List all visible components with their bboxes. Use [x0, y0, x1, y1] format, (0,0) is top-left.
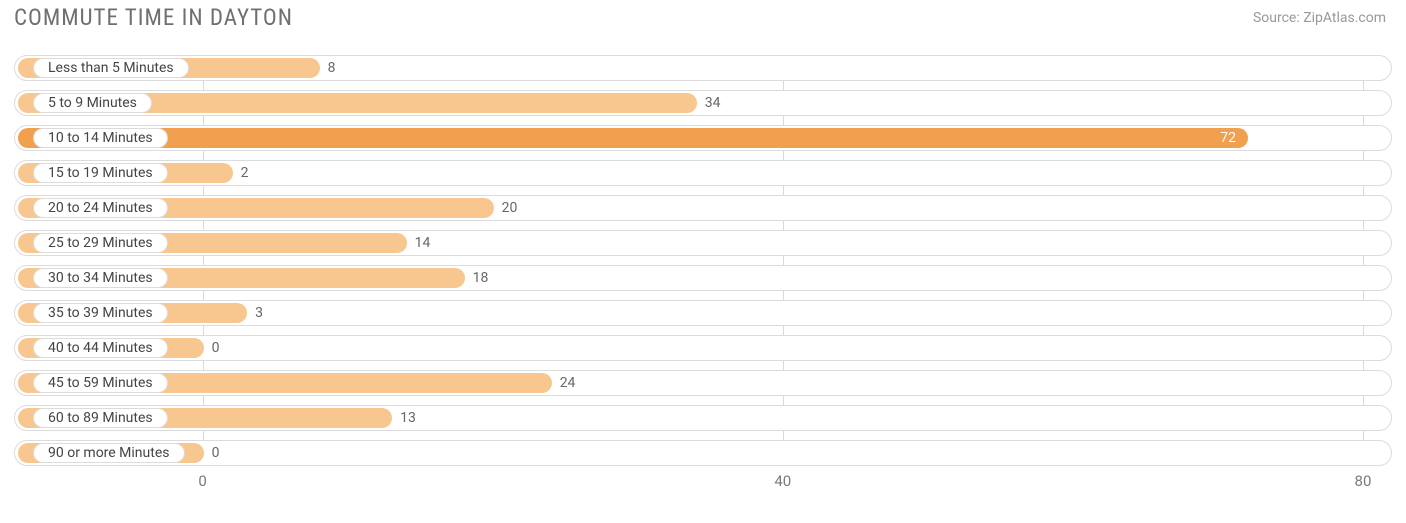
bar-row: 60 to 89 Minutes 13	[14, 405, 1392, 431]
x-axis: 0 40 80	[14, 472, 1392, 496]
value-label: 0	[204, 441, 220, 465]
value-label: 20	[494, 196, 518, 220]
bar-row: 45 to 59 Minutes 24	[14, 370, 1392, 396]
value-label: 2	[233, 161, 249, 185]
category-label: 90 or more Minutes	[48, 445, 170, 461]
chart-area: Less than 5 Minutes 8 5 to 9 Minutes 34 10 t…	[14, 55, 1392, 466]
category-pill: 15 to 19 Minutes	[33, 163, 168, 183]
value-label: 0	[204, 336, 220, 360]
bar-row: 20 to 24 Minutes 20	[14, 195, 1392, 221]
value-label: 18	[465, 266, 489, 290]
category-pill: 35 to 39 Minutes	[33, 303, 168, 323]
chart-title: COMMUTE TIME IN DAYTON	[14, 4, 293, 31]
category-pill: 10 to 14 Minutes	[33, 128, 168, 148]
value-label: 8	[320, 56, 336, 80]
bar-row: 40 to 44 Minutes 0	[14, 335, 1392, 361]
chart-rows: Less than 5 Minutes 8 5 to 9 Minutes 34 10 t…	[14, 55, 1392, 466]
category-label: 10 to 14 Minutes	[48, 130, 153, 146]
bar-row: Less than 5 Minutes 8	[14, 55, 1392, 81]
bar-row: 90 or more Minutes 0	[14, 440, 1392, 466]
value-label: 3	[247, 301, 263, 325]
category-pill: 60 to 89 Minutes	[33, 408, 168, 428]
category-label: 25 to 29 Minutes	[48, 235, 153, 251]
chart-header: COMMUTE TIME IN DAYTON Source: ZipAtlas.…	[0, 0, 1406, 31]
axis-tick: 40	[774, 472, 791, 490]
category-label: 20 to 24 Minutes	[48, 200, 153, 216]
bar-row: 35 to 39 Minutes 3	[14, 300, 1392, 326]
bar	[18, 128, 1248, 148]
value-label: 14	[407, 231, 431, 255]
chart-source: Source: ZipAtlas.com	[1253, 4, 1392, 26]
category-pill: Less than 5 Minutes	[33, 58, 189, 78]
category-label: 15 to 19 Minutes	[48, 165, 153, 181]
bar-row: 30 to 34 Minutes 18	[14, 265, 1392, 291]
category-pill: 5 to 9 Minutes	[33, 93, 152, 113]
value-label: 13	[392, 406, 416, 430]
bar-row: 25 to 29 Minutes 14	[14, 230, 1392, 256]
category-label: 35 to 39 Minutes	[48, 305, 153, 321]
category-label: 40 to 44 Minutes	[48, 340, 153, 356]
category-pill: 25 to 29 Minutes	[33, 233, 168, 253]
category-label: 5 to 9 Minutes	[48, 95, 137, 111]
category-pill: 90 or more Minutes	[33, 443, 185, 463]
value-label: 24	[552, 371, 576, 395]
category-pill: 45 to 59 Minutes	[33, 373, 168, 393]
category-pill: 20 to 24 Minutes	[33, 198, 168, 218]
value-label: 34	[697, 91, 721, 115]
category-label: Less than 5 Minutes	[48, 60, 174, 76]
category-pill: 40 to 44 Minutes	[33, 338, 168, 358]
axis-tick: 0	[198, 472, 206, 490]
category-label: 30 to 34 Minutes	[48, 270, 153, 286]
category-pill: 30 to 34 Minutes	[33, 268, 168, 288]
bar-row: 10 to 14 Minutes 72	[14, 125, 1392, 151]
axis-tick: 80	[1355, 472, 1372, 490]
bar-row: 5 to 9 Minutes 34	[14, 90, 1392, 116]
value-label: 72	[1220, 126, 1246, 150]
bar-row: 15 to 19 Minutes 2	[14, 160, 1392, 186]
category-label: 60 to 89 Minutes	[48, 410, 153, 426]
category-label: 45 to 59 Minutes	[48, 375, 153, 391]
